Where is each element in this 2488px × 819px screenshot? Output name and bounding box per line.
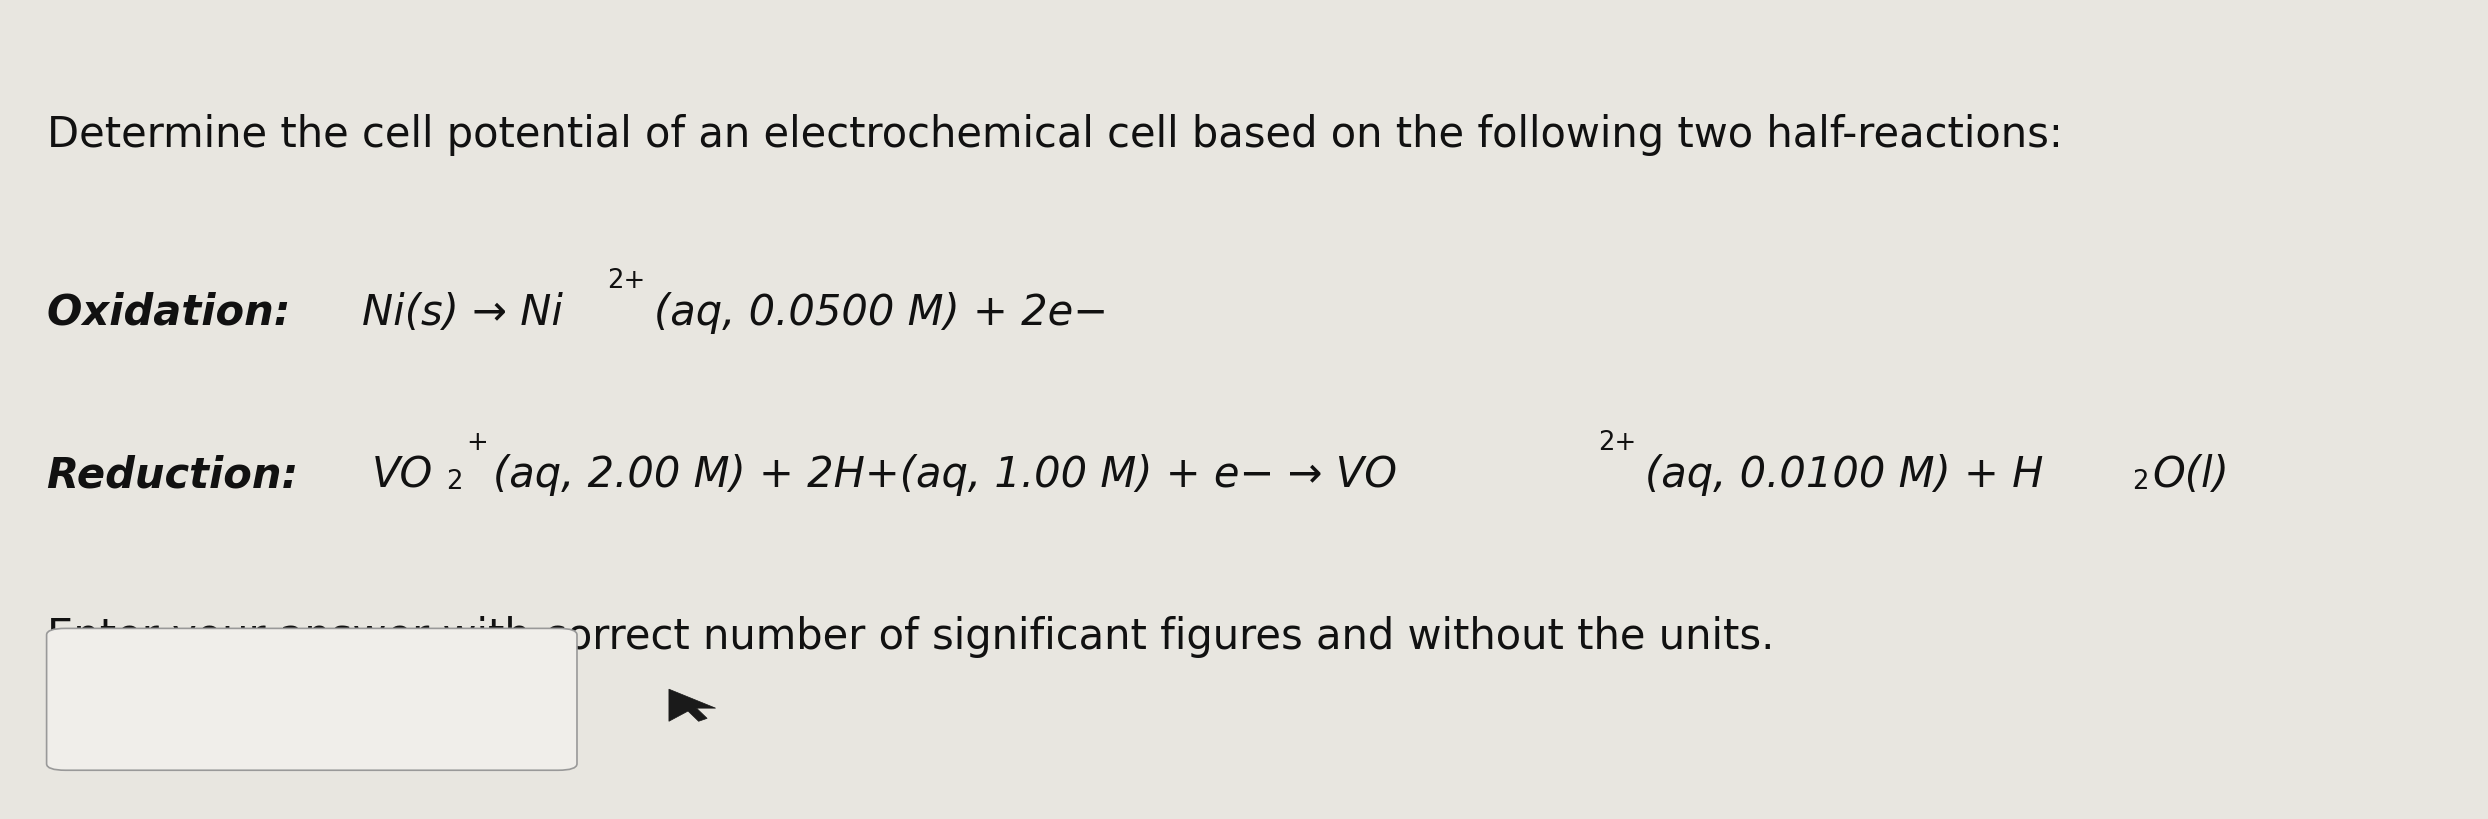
Text: Ni(s) → Ni: Ni(s) → Ni xyxy=(361,292,562,334)
Text: Reduction:: Reduction: xyxy=(47,454,311,496)
Text: (aq, 2.00 M) + 2H+(aq, 1.00 M) + e− → VO: (aq, 2.00 M) + 2H+(aq, 1.00 M) + e− → VO xyxy=(493,454,1396,496)
Text: VO: VO xyxy=(371,454,433,496)
Text: Determine the cell potential of an electrochemical cell based on the following t: Determine the cell potential of an elect… xyxy=(47,114,2063,156)
Text: Enter your answer with correct number of significant figures and without the uni: Enter your answer with correct number of… xyxy=(47,616,1774,658)
Text: 2: 2 xyxy=(445,468,463,495)
FancyBboxPatch shape xyxy=(47,628,577,770)
Text: O(l): O(l) xyxy=(2152,454,2229,496)
Text: +: + xyxy=(465,430,488,455)
Text: 2+: 2+ xyxy=(607,268,647,294)
Text: (aq, 0.0500 M) + 2e−: (aq, 0.0500 M) + 2e− xyxy=(654,292,1110,334)
Text: 2: 2 xyxy=(2132,468,2150,495)
Text: (aq, 0.0100 M) + H: (aq, 0.0100 M) + H xyxy=(1645,454,2043,496)
Text: Oxidation:: Oxidation: xyxy=(47,292,304,334)
Polygon shape xyxy=(669,689,717,722)
Text: 2+: 2+ xyxy=(1597,430,1637,455)
